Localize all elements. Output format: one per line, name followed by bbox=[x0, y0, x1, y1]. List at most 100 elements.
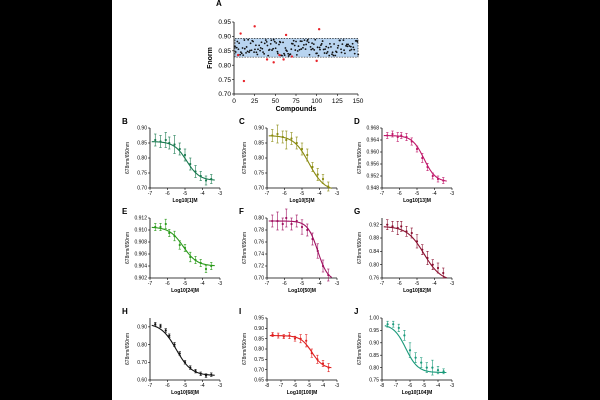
data-point bbox=[241, 47, 244, 49]
data-point bbox=[344, 52, 346, 55]
data-point bbox=[199, 372, 202, 375]
y-tick-label: 0.90 bbox=[137, 126, 147, 132]
data-point bbox=[350, 48, 353, 51]
data-point bbox=[426, 165, 429, 169]
y-tick-label: 0.95 bbox=[369, 328, 379, 334]
data-point bbox=[282, 335, 285, 338]
data-point bbox=[260, 41, 263, 44]
x-axis-label: Log10[5]M bbox=[290, 198, 315, 204]
data-point bbox=[334, 54, 337, 57]
panel-A: A 0.70 0.75 0.80 0.85 0.90 0.95 0 25 50 75 100 125 15… bbox=[207, 0, 364, 113]
data-point bbox=[154, 225, 157, 229]
data-point bbox=[271, 49, 273, 51]
y-tick-label: 0.85 bbox=[369, 353, 379, 359]
data-point bbox=[410, 140, 413, 143]
panel-letter-E: E bbox=[122, 207, 128, 216]
data-point bbox=[250, 49, 253, 52]
x-tick-label: -7 bbox=[265, 191, 270, 197]
data-point bbox=[386, 323, 389, 326]
y-tick-label: 0.80 bbox=[218, 62, 231, 69]
data-point bbox=[272, 47, 275, 50]
data-point bbox=[236, 40, 239, 43]
data-point bbox=[183, 361, 187, 364]
x-axis-label: Log10[24]M bbox=[171, 288, 199, 294]
data-point bbox=[386, 223, 389, 226]
y-tick-label: 0.70 bbox=[254, 367, 264, 373]
data-point bbox=[290, 48, 293, 51]
x-tick-label: -5 bbox=[183, 191, 188, 197]
data-point bbox=[283, 54, 286, 57]
x-axis-label: Log10[13]M bbox=[403, 198, 431, 204]
data-point bbox=[295, 53, 298, 56]
outlier-point bbox=[236, 53, 240, 57]
x-tick-label: -3 bbox=[450, 383, 455, 389]
data-point bbox=[314, 38, 317, 41]
data-point bbox=[306, 228, 309, 232]
panel-J: J 0.75 0.80 0.85 0.90 0.95 1.00 -8 -7 -6 -5 -4 -3 Log… bbox=[354, 307, 454, 396]
data-point bbox=[168, 231, 171, 235]
data-point bbox=[261, 47, 264, 50]
data-point bbox=[335, 51, 338, 54]
x-tick-label: -3 bbox=[335, 281, 340, 287]
x-tick-label: -7 bbox=[380, 281, 385, 287]
y-axis-label: 678nm/650nm bbox=[125, 333, 131, 365]
y-tick-label: 0.904 bbox=[134, 264, 147, 270]
data-point bbox=[311, 237, 314, 241]
data-point bbox=[253, 51, 255, 54]
y-tick-label: 0.90 bbox=[218, 34, 231, 41]
y-tick-label: 0.80 bbox=[369, 262, 379, 268]
data-point bbox=[270, 39, 273, 42]
fit-curve bbox=[384, 325, 447, 374]
y-tick-label: 0.78 bbox=[254, 228, 264, 234]
data-point bbox=[300, 147, 304, 151]
data-point bbox=[178, 147, 181, 151]
x-tick-label: -6 bbox=[165, 281, 170, 287]
x-tick-label: -4 bbox=[436, 383, 441, 389]
data-point bbox=[300, 48, 303, 50]
data-point bbox=[287, 55, 290, 57]
data-point bbox=[279, 41, 282, 44]
y-tick-label: 0.70 bbox=[137, 186, 147, 192]
data-point bbox=[348, 49, 351, 52]
data-point bbox=[204, 179, 208, 182]
data-point bbox=[312, 43, 315, 46]
data-point bbox=[242, 54, 245, 57]
data-point bbox=[285, 216, 288, 220]
x-tick-label: -7 bbox=[394, 383, 399, 389]
data-point bbox=[317, 54, 320, 57]
data-point bbox=[286, 50, 288, 53]
x-tick-label: -8 bbox=[265, 383, 270, 389]
x-axis-label: Log10[68]M bbox=[171, 390, 199, 396]
data-point bbox=[183, 153, 187, 157]
data-point bbox=[254, 48, 256, 51]
outlier-point bbox=[284, 33, 288, 37]
data-point bbox=[204, 267, 208, 271]
data-point bbox=[281, 54, 283, 57]
y-tick-label: 0.80 bbox=[254, 156, 264, 162]
panel-letter-D: D bbox=[354, 117, 360, 126]
data-point bbox=[327, 366, 330, 369]
figure-svg: A 0.70 0.75 0.80 0.85 0.90 0.95 0 25 50 75 100 125 15… bbox=[122, 0, 454, 396]
y-tick-label: 0.910 bbox=[134, 228, 147, 234]
panel-I: I 0.65 0.70 0.75 0.80 0.85 0.90 0.95 -8 -7 -6 -5 -4 -… bbox=[239, 307, 339, 396]
data-point bbox=[189, 162, 192, 166]
y-tick-label: 0.948 bbox=[366, 186, 379, 192]
data-point bbox=[299, 40, 302, 43]
outlier-point bbox=[278, 53, 281, 57]
x-axis-label: Compounds bbox=[276, 106, 317, 113]
data-point bbox=[285, 138, 288, 142]
data-point bbox=[295, 40, 297, 43]
y-tick-label: 0.906 bbox=[134, 252, 147, 258]
data-point bbox=[442, 179, 445, 182]
panel-letter-C: C bbox=[239, 117, 245, 126]
x-tick-label: -5 bbox=[183, 383, 188, 389]
x-tick-label: 150 bbox=[353, 98, 364, 105]
x-tick-label: -4 bbox=[321, 383, 326, 389]
data-point bbox=[328, 54, 331, 57]
data-point bbox=[234, 51, 237, 53]
data-point bbox=[403, 334, 406, 337]
fit-curve bbox=[151, 226, 215, 267]
y-tick-label: 0.75 bbox=[137, 171, 147, 177]
panel-H: H 0.60 0.70 0.80 0.90 -7 -6 -5 -4 -3 Log10[68]M 678… bbox=[122, 307, 222, 396]
data-point bbox=[274, 47, 277, 50]
